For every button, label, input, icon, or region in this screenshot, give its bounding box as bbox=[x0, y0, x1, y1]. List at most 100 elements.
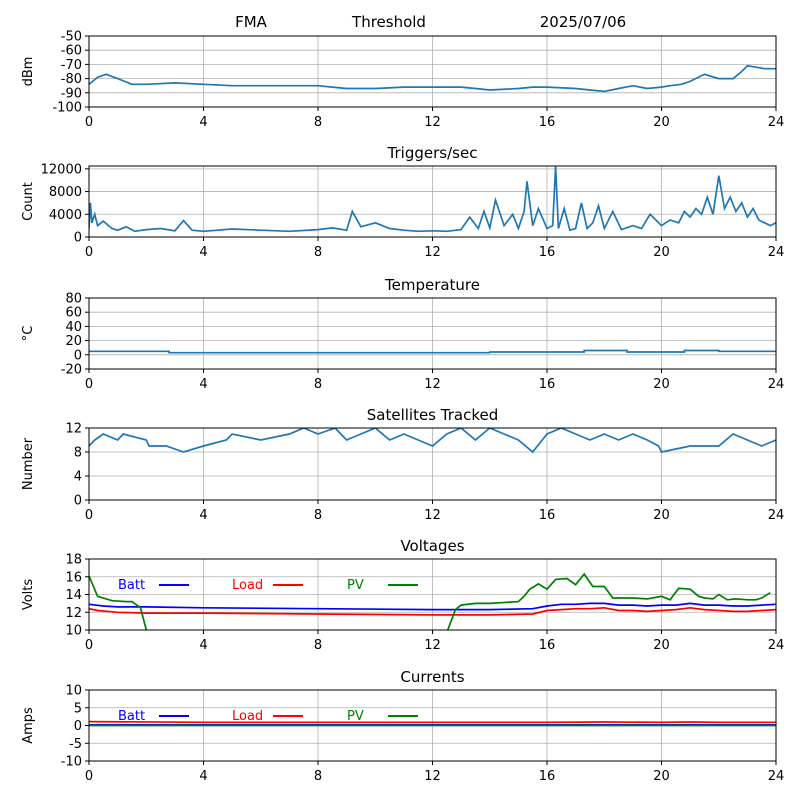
chart-panel-1: 0 4 8 12 16 20 24 -100-90-80-70-60-50 dBm bbox=[21, 30, 784, 131]
x-tick-label: 24 bbox=[768, 769, 785, 784]
chart-title: Currents bbox=[400, 668, 464, 686]
x-tick-label: 16 bbox=[539, 377, 556, 392]
x-tick-label: 12 bbox=[424, 245, 441, 260]
y-tick-label: 18 bbox=[65, 553, 82, 568]
x-tick-label: 12 bbox=[424, 638, 441, 653]
x-tick-label: 16 bbox=[539, 508, 556, 523]
y-axis-label: °C bbox=[21, 326, 36, 342]
y-tick-label: 16 bbox=[65, 570, 82, 585]
chart-title: Satellites Tracked bbox=[367, 406, 498, 424]
series-line-load bbox=[89, 720, 776, 724]
x-tick-label: 20 bbox=[653, 245, 670, 260]
chart-panel-6: 0 4 8 12 16 20 24 -10 -5 0 5 10 Currents Amps Batt Load… bbox=[21, 668, 784, 784]
y-tick-label: 4000 bbox=[49, 208, 82, 223]
chart-title: Triggers/sec bbox=[387, 144, 478, 162]
chart-panel-5: 0 4 8 12 16 20 24 10 12 14 16 18 Voltages Volts Batt Lo… bbox=[21, 537, 784, 653]
y-tick-label: 0 bbox=[74, 231, 82, 246]
x-tick-label: 12 bbox=[424, 769, 441, 784]
y-tick-label: 8 bbox=[74, 446, 82, 461]
x-tick-label: 0 bbox=[85, 769, 93, 784]
series-line-data bbox=[89, 64, 776, 93]
x-tick-label: 24 bbox=[768, 377, 785, 392]
y-tick-label: -70 bbox=[61, 58, 82, 73]
x-tick-label: 16 bbox=[539, 638, 556, 653]
series-line-pv bbox=[89, 572, 771, 630]
header-left: FMA bbox=[235, 13, 268, 31]
x-tick-label: 0 bbox=[85, 245, 93, 260]
header-right: 2025/07/06 bbox=[540, 13, 626, 31]
chart-title: Temperature bbox=[384, 276, 480, 294]
x-tick-label: 4 bbox=[199, 377, 207, 392]
y-tick-label: 60 bbox=[65, 306, 82, 321]
x-tick-label: 4 bbox=[199, 769, 207, 784]
y-axis-label: Count bbox=[21, 182, 36, 221]
y-axis-label: dBm bbox=[21, 57, 36, 87]
y-tick-label: -5 bbox=[69, 737, 82, 752]
y-tick-label: 40 bbox=[65, 320, 82, 335]
series-line-data bbox=[89, 428, 776, 454]
y-tick-label: 12000 bbox=[41, 162, 82, 177]
legend-label-load: Load bbox=[232, 578, 263, 593]
y-tick-label: 80 bbox=[65, 292, 82, 307]
x-tick-label: 24 bbox=[768, 245, 785, 260]
x-tick-label: 16 bbox=[539, 115, 556, 130]
y-tick-label: 0 bbox=[74, 348, 82, 363]
x-tick-label: 12 bbox=[424, 115, 441, 130]
y-tick-label: 12 bbox=[65, 422, 82, 437]
x-tick-label: 20 bbox=[653, 115, 670, 130]
x-tick-label: 20 bbox=[653, 508, 670, 523]
x-tick-label: 8 bbox=[314, 377, 322, 392]
y-tick-label: -80 bbox=[61, 72, 82, 87]
x-tick-label: 12 bbox=[424, 377, 441, 392]
x-tick-label: 24 bbox=[768, 115, 785, 130]
x-tick-label: 8 bbox=[314, 769, 322, 784]
x-tick-label: 20 bbox=[653, 638, 670, 653]
y-axis-label: Amps bbox=[21, 707, 36, 744]
x-tick-label: 8 bbox=[314, 115, 322, 130]
chart-panel-2: 0 4 8 12 16 20 24 0 4000 8000 12000 Triggers/sec Cou… bbox=[21, 144, 784, 260]
y-tick-label: -50 bbox=[61, 30, 82, 45]
x-tick-label: 4 bbox=[199, 115, 207, 130]
x-tick-label: 16 bbox=[539, 245, 556, 260]
x-tick-label: 4 bbox=[199, 508, 207, 523]
x-tick-label: 8 bbox=[314, 245, 322, 260]
y-axis-label: Number bbox=[21, 437, 36, 490]
x-tick-label: 0 bbox=[85, 115, 93, 130]
y-tick-label: 20 bbox=[65, 334, 82, 349]
x-tick-label: 20 bbox=[653, 377, 670, 392]
x-tick-label: 8 bbox=[314, 638, 322, 653]
x-tick-label: 24 bbox=[768, 508, 785, 523]
series-line-data bbox=[89, 166, 776, 233]
y-tick-label: 10 bbox=[65, 684, 82, 699]
y-tick-label: 0 bbox=[74, 719, 82, 734]
series-line-data bbox=[89, 349, 776, 354]
x-tick-label: 20 bbox=[653, 769, 670, 784]
x-tick-label: 4 bbox=[199, 638, 207, 653]
x-tick-label: 0 bbox=[85, 508, 93, 523]
y-tick-label: 0 bbox=[74, 494, 82, 509]
legend-label-batt: Batt bbox=[118, 709, 145, 724]
legend-label-batt: Batt bbox=[118, 578, 145, 593]
legend-label-pv: PV bbox=[347, 578, 364, 593]
y-tick-label: 10 bbox=[65, 624, 82, 639]
series-line-batt bbox=[89, 602, 776, 611]
x-tick-label: 16 bbox=[539, 769, 556, 784]
y-tick-label: 4 bbox=[74, 470, 82, 485]
x-tick-label: 24 bbox=[768, 638, 785, 653]
y-tick-label: -100 bbox=[52, 101, 82, 116]
y-tick-label: -20 bbox=[61, 363, 82, 378]
x-tick-label: 12 bbox=[424, 508, 441, 523]
y-tick-label: 14 bbox=[65, 588, 82, 603]
y-tick-label: 5 bbox=[74, 701, 82, 716]
y-tick-label: 8000 bbox=[49, 185, 82, 200]
legend-label-load: Load bbox=[232, 709, 263, 724]
legend-label-pv: PV bbox=[347, 709, 364, 724]
y-tick-label: -60 bbox=[61, 44, 82, 59]
x-tick-label: 0 bbox=[85, 638, 93, 653]
header-middle: Threshold bbox=[351, 13, 426, 31]
series-line-load bbox=[89, 606, 776, 616]
x-tick-label: 0 bbox=[85, 377, 93, 392]
x-tick-label: 8 bbox=[314, 508, 322, 523]
